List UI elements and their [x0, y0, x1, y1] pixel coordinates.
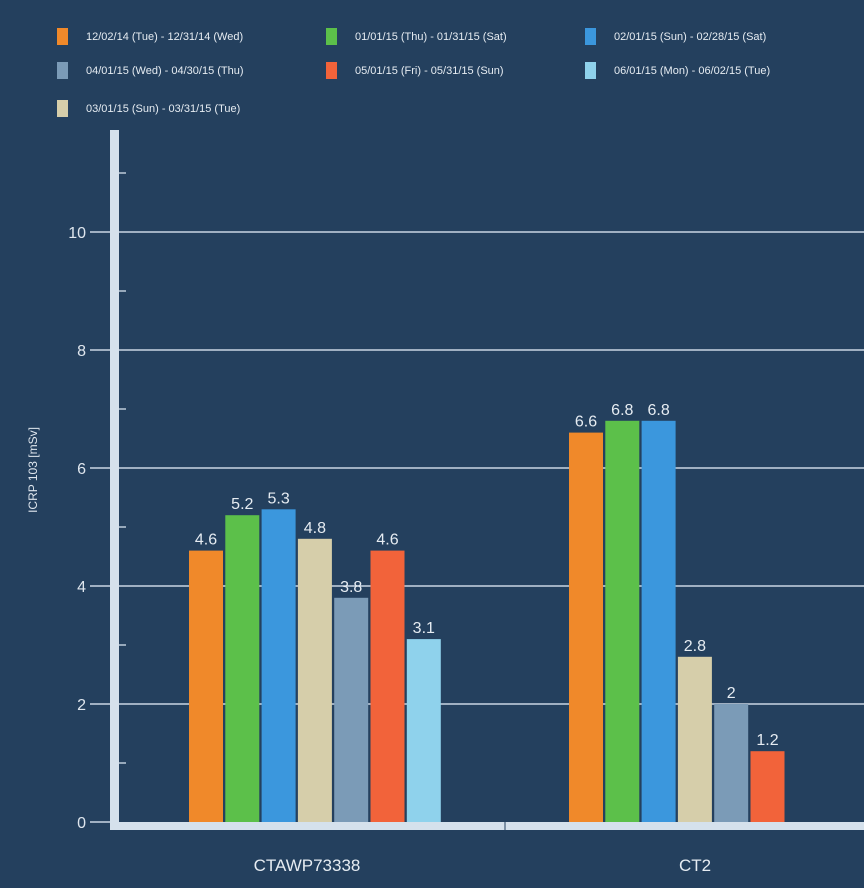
data-label: 2 — [727, 685, 736, 702]
y-axis-title: ICRP 103 [mSv] — [26, 427, 40, 513]
legend-swatch — [585, 62, 596, 79]
data-label: 6.8 — [647, 402, 669, 419]
legend-entry: 03/01/15 (Sun) - 03/31/15 (Tue) — [86, 103, 240, 115]
legend-entry: 04/01/15 (Wed) - 04/30/15 (Thu) — [86, 65, 244, 77]
bar — [677, 656, 712, 822]
bar — [406, 639, 441, 822]
y-tick-label: 0 — [77, 815, 86, 832]
data-label: 5.2 — [231, 496, 253, 513]
legend-entry: 06/01/15 (Mon) - 06/02/15 (Tue) — [614, 65, 770, 77]
bar — [370, 550, 405, 822]
data-label: 4.8 — [304, 520, 326, 537]
legend-entry: 01/01/15 (Thu) - 01/31/15 (Sat) — [355, 31, 507, 43]
data-label: 4.6 — [195, 532, 217, 549]
data-label: 1.2 — [756, 732, 778, 749]
y-tick-label: 8 — [77, 343, 86, 360]
bar — [750, 751, 785, 822]
data-label: 5.3 — [267, 490, 289, 507]
data-label: 6.6 — [575, 414, 597, 431]
legend-entry: 02/01/15 (Sun) - 02/28/15 (Sat) — [614, 31, 766, 43]
y-tick-label: 2 — [77, 697, 86, 714]
y-tick-label: 4 — [77, 579, 86, 596]
x-axis — [110, 822, 864, 830]
data-label: 6.8 — [611, 402, 633, 419]
data-label: 3.8 — [340, 579, 362, 596]
bar — [605, 420, 640, 822]
legend-swatch — [326, 62, 337, 79]
legend-entry: 05/01/15 (Fri) - 05/31/15 (Sun) — [355, 65, 504, 77]
data-label: 4.6 — [376, 532, 398, 549]
y-tick-label: 6 — [77, 461, 86, 478]
legend-swatch — [57, 100, 68, 117]
category-label: CTAWP73338 — [254, 856, 361, 875]
bar — [189, 550, 223, 822]
bar — [225, 515, 260, 822]
legend-swatch — [57, 62, 68, 79]
y-tick-label: 10 — [68, 225, 86, 242]
bar — [714, 704, 749, 822]
bar — [569, 432, 603, 822]
y-axis — [110, 130, 119, 828]
legend-swatch — [326, 28, 337, 45]
legend-swatch — [585, 28, 596, 45]
bar — [641, 420, 676, 822]
category-label: CT2 — [679, 856, 711, 875]
bar — [261, 509, 296, 822]
legend-entry: 12/02/14 (Tue) - 12/31/14 (Wed) — [86, 31, 243, 43]
bar — [334, 597, 369, 822]
data-label: 2.8 — [684, 638, 706, 655]
bar — [297, 538, 332, 822]
legend-swatch — [57, 28, 68, 45]
data-label: 3.1 — [413, 620, 435, 637]
